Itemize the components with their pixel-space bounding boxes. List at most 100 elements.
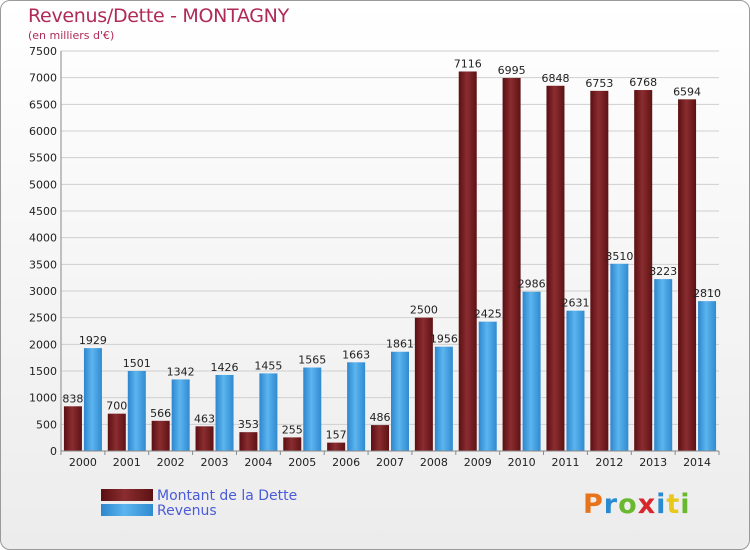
chart-title: Revenus/Dette - MONTAGNY <box>28 5 289 27</box>
data-label-revenue: 1929 <box>79 334 107 347</box>
x-tick-label: 2012 <box>595 456 623 469</box>
data-label-debt: 6995 <box>498 64 526 77</box>
y-tick-label: 0 <box>50 445 57 458</box>
y-tick-label: 3000 <box>29 285 57 298</box>
data-label-revenue: 2425 <box>474 308 502 321</box>
y-tick-label: 1000 <box>29 392 57 405</box>
bar-revenue <box>698 301 717 451</box>
y-tick-label: 7500 <box>29 45 57 58</box>
axes: 0 500 1000 1500 2000 2500 3000 3500 4000 4500 5000… <box>29 45 720 469</box>
y-tick-label: 2500 <box>29 312 57 325</box>
x-tick-label: 2000 <box>69 456 97 469</box>
data-label-revenue: 1501 <box>123 357 151 370</box>
logo-letter: r <box>603 489 619 520</box>
data-label-revenue: 1426 <box>211 361 239 374</box>
data-label-debt: 2500 <box>410 304 438 317</box>
chart-subtitle: (en milliers d'€) <box>28 29 115 42</box>
bars: 838 1929 700 1501 566 1342 463 1426 353 1455 255 15… <box>62 57 721 452</box>
bar-revenue <box>171 379 190 451</box>
y-tick-label: 5500 <box>29 152 57 165</box>
bar-revenue <box>259 373 278 451</box>
y-tick-label: 6500 <box>29 98 57 111</box>
logo-letter: x <box>637 489 657 520</box>
bar-debt <box>195 426 214 451</box>
x-tick-label: 2010 <box>508 456 536 469</box>
bar-revenue <box>391 351 409 451</box>
data-label-revenue: 1663 <box>342 348 370 361</box>
logo-letter: o <box>618 489 638 520</box>
data-label-revenue: 3510 <box>605 250 633 263</box>
x-tick-label: 2007 <box>376 456 404 469</box>
grid-lines <box>61 50 719 452</box>
x-tick-label: 2006 <box>332 456 360 469</box>
data-label-debt: 7116 <box>454 57 482 70</box>
data-label-revenue: 2810 <box>693 287 721 300</box>
data-label-revenue: 3223 <box>649 265 677 278</box>
x-tick-label: 2009 <box>464 456 492 469</box>
bar-debt <box>414 317 433 451</box>
data-label-revenue: 2986 <box>518 278 546 291</box>
data-label-debt: 700 <box>106 400 127 413</box>
bar-revenue <box>303 367 322 451</box>
legend: Montant de la Dette Revenus <box>101 488 297 519</box>
data-label-revenue: 1342 <box>167 365 195 378</box>
data-label-revenue: 2631 <box>561 297 589 310</box>
x-tick-label: 2003 <box>201 456 229 469</box>
data-label-debt: 6848 <box>541 72 569 85</box>
y-tick-label: 500 <box>36 418 57 431</box>
bar-revenue <box>610 263 629 451</box>
x-tick-label: 2001 <box>113 456 141 469</box>
logo-letter: t <box>666 489 681 520</box>
bar-revenue <box>347 362 366 451</box>
logo-letter: i <box>680 489 691 520</box>
data-label-debt: 6768 <box>629 76 657 89</box>
legend-swatch-revenue <box>101 504 153 516</box>
bar-debt <box>283 437 302 451</box>
data-label-debt: 6594 <box>673 85 701 98</box>
bar-revenue <box>654 279 673 451</box>
y-tick-label: 1500 <box>29 365 57 378</box>
bar-debt <box>634 90 653 451</box>
x-tick-label: 2005 <box>288 456 316 469</box>
data-label-revenue: 1861 <box>386 338 414 351</box>
legend-label-revenue: Revenus <box>157 503 217 519</box>
legend-label-debt: Montant de la Dette <box>157 488 297 504</box>
proxiti-logo: Proxiti <box>583 489 691 520</box>
bar-debt <box>371 425 389 451</box>
x-tick-label: 2011 <box>551 456 579 469</box>
data-label-debt: 566 <box>150 407 171 420</box>
legend-swatch-debt <box>101 489 153 501</box>
data-label-debt: 838 <box>62 392 83 405</box>
bar-debt <box>590 90 609 451</box>
y-tick-label: 5000 <box>29 178 57 191</box>
data-label-revenue: 1455 <box>254 359 282 372</box>
bar-debt <box>63 406 82 451</box>
bar-debt <box>151 420 170 451</box>
bar-debt <box>458 71 477 451</box>
x-tick-label: 2002 <box>157 456 185 469</box>
data-label-debt: 353 <box>238 418 259 431</box>
bar-debt <box>239 432 258 451</box>
y-tick-label: 3500 <box>29 258 57 271</box>
data-label-debt: 255 <box>282 423 303 436</box>
y-tick-label: 2000 <box>29 338 57 351</box>
y-tick-label: 4500 <box>29 205 57 218</box>
y-tick-label: 4000 <box>29 232 57 245</box>
data-label-debt: 463 <box>194 412 215 425</box>
data-label-debt: 486 <box>370 411 391 424</box>
logo-letter: i <box>656 489 667 520</box>
logo-letter: P <box>583 489 604 520</box>
x-tick-label: 2013 <box>639 456 667 469</box>
x-tick-label: 2014 <box>683 456 711 469</box>
bar-debt <box>678 99 697 451</box>
data-label-revenue: 1565 <box>298 354 326 367</box>
bar-debt <box>107 413 126 451</box>
data-label-debt: 6753 <box>585 77 613 90</box>
bar-revenue <box>127 370 146 451</box>
data-label-debt: 157 <box>326 429 347 442</box>
bar-debt <box>327 442 346 451</box>
bar-debt <box>546 85 565 452</box>
bar-debt <box>502 77 521 451</box>
